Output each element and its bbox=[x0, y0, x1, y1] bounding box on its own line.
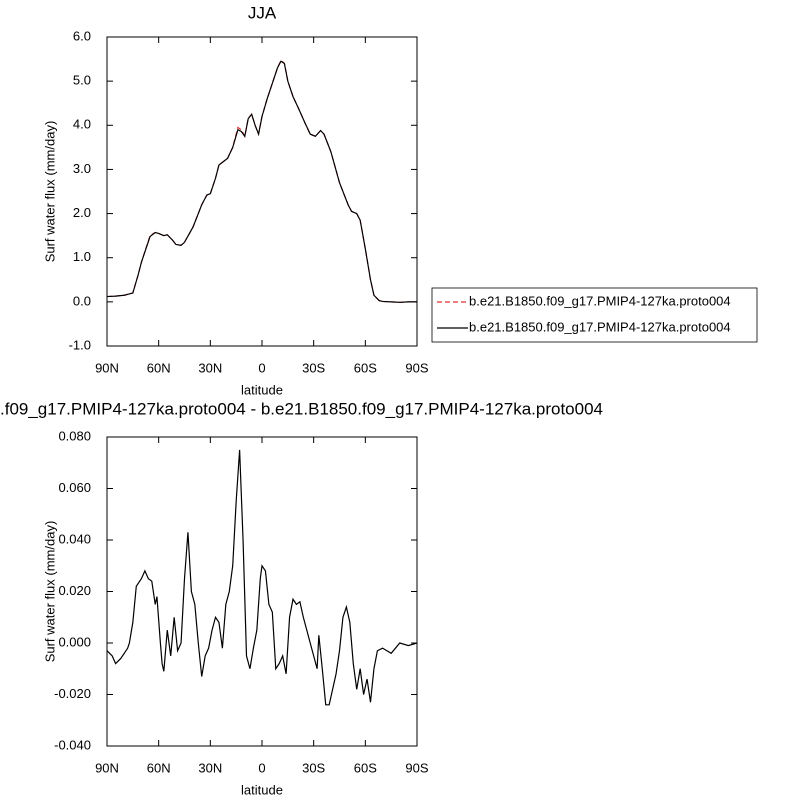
legend-label: b.e21.B1850.f09_g17.PMIP4-127ka.proto004 bbox=[469, 319, 731, 334]
y-tick-label: 3.0 bbox=[73, 161, 91, 176]
y-tick-label: 0.080 bbox=[58, 428, 91, 443]
y-tick-label: -0.020 bbox=[54, 686, 91, 701]
x-tick-label: 60N bbox=[147, 760, 171, 775]
y-tick-label: 0.040 bbox=[58, 531, 91, 546]
data-line bbox=[106, 60, 417, 303]
y-tick-label: -1.0 bbox=[69, 337, 91, 352]
chart-title: JJA bbox=[248, 3, 277, 22]
y-tick-label: -0.040 bbox=[54, 737, 91, 752]
y-tick-label: 6.0 bbox=[73, 28, 91, 43]
x-tick-label: 90N bbox=[95, 360, 119, 375]
chart-title: .f09_g17.PMIP4-127ka.proto004 - b.e21.B1… bbox=[0, 399, 603, 418]
y-tick-label: 2.0 bbox=[73, 205, 91, 220]
x-tick-label: 60N bbox=[147, 360, 171, 375]
x-axis-label: latitude bbox=[241, 382, 283, 397]
x-tick-label: 0 bbox=[258, 360, 265, 375]
x-tick-label: 30S bbox=[302, 760, 325, 775]
y-tick-label: 4.0 bbox=[73, 117, 91, 132]
x-tick-label: 0 bbox=[258, 760, 265, 775]
legend-label: b.e21.B1850.f09_g17.PMIP4-127ka.proto004 bbox=[469, 293, 731, 308]
data-line bbox=[106, 59, 417, 303]
y-tick-label: 1.0 bbox=[73, 249, 91, 264]
data-line bbox=[106, 449, 418, 706]
y-tick-label: 0.0 bbox=[73, 293, 91, 308]
x-tick-label: 60S bbox=[354, 760, 377, 775]
x-tick-label: 30N bbox=[198, 360, 222, 375]
y-tick-label: 0.000 bbox=[58, 634, 91, 649]
y-axis-label: Surf water flux (mm/day) bbox=[42, 121, 57, 263]
y-tick-label: 0.060 bbox=[58, 480, 91, 495]
x-axis-label: latitude bbox=[241, 782, 283, 797]
x-tick-label: 90S bbox=[405, 360, 428, 375]
y-tick-label: 5.0 bbox=[73, 73, 91, 88]
legend-box bbox=[431, 287, 758, 343]
y-axis-label: Surf water flux (mm/day) bbox=[42, 521, 57, 663]
x-tick-label: 90N bbox=[95, 760, 119, 775]
x-tick-label: 30N bbox=[198, 760, 222, 775]
plot-frame bbox=[106, 36, 418, 347]
plot-frame bbox=[106, 436, 418, 747]
x-tick-label: 90S bbox=[405, 760, 428, 775]
y-tick-label: 0.020 bbox=[58, 583, 91, 598]
x-tick-label: 30S bbox=[302, 360, 325, 375]
x-tick-label: 60S bbox=[354, 360, 377, 375]
